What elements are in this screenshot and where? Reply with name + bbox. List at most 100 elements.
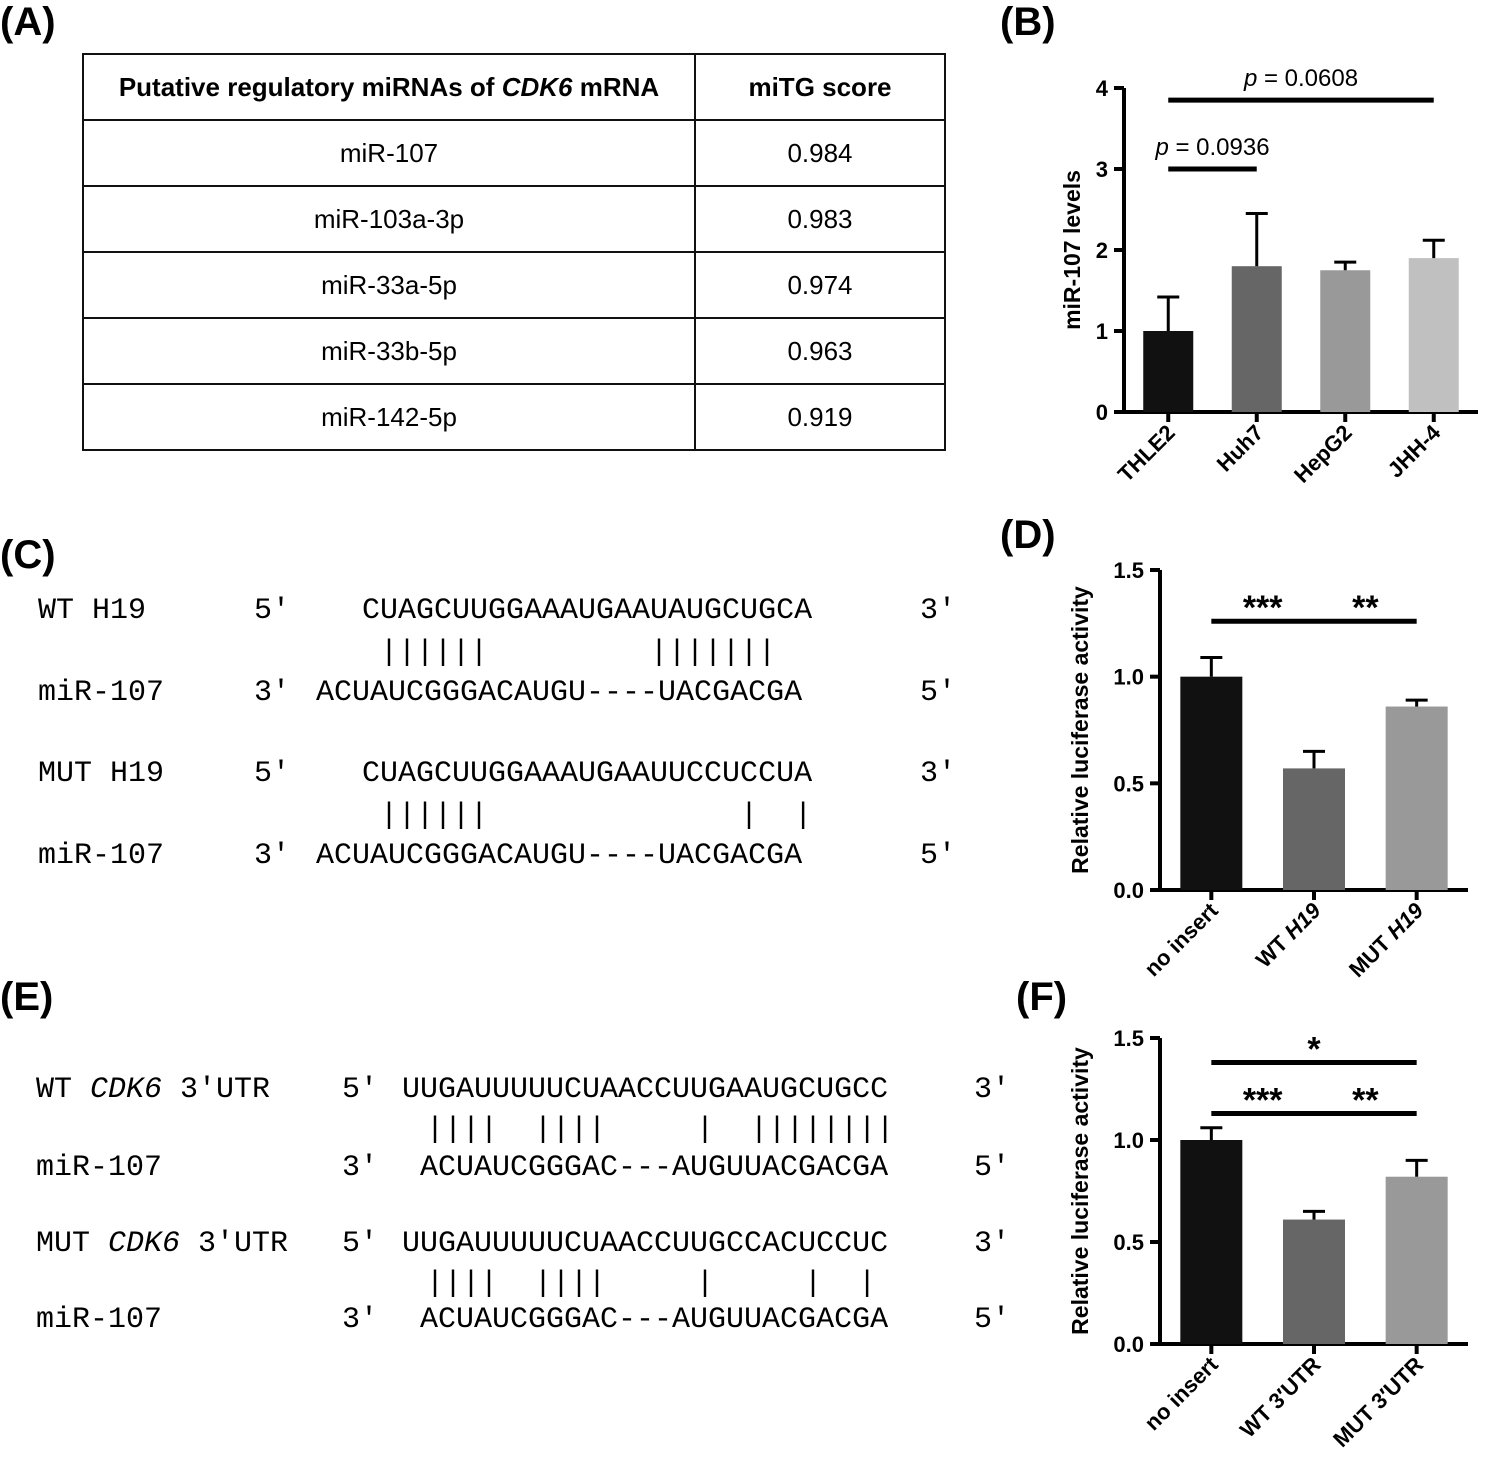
wt-h19-pairs: |||||| ||||||| [380,636,777,670]
mir107-end3: 3′ [254,839,291,873]
mir107-seq: ACUAUCGGGAC---AUGUUACGACGA [420,1303,889,1337]
y-axis-label: Relative luciferase activity [1067,586,1093,874]
score-cell: 0.984 [694,119,946,187]
wt-cdk6-seq: UUGAUUUUUCUAACCUUGAAUGCUGCC [402,1073,889,1107]
mut-cdk6-end3: 3′ [974,1227,1011,1261]
y-tick-label: 3 [1096,157,1108,182]
significance-stars: *** [1243,589,1283,627]
score-cell: 0.963 [694,317,946,385]
wt-cdk6-pairs: |||| |||| | |||||||| [426,1113,895,1147]
mir107-end5: 5′ [974,1151,1011,1185]
y-tick-label: 0.5 [1113,1230,1144,1255]
chart-f-cdk6-luciferase: 0.0 0.5 1.0 1.5 Relative luciferase activity… [1067,1026,1468,1452]
x-tick-label: THLE2 [1113,420,1180,487]
mir107-seq: ACUAUCGGGAC---AUGUUACGACGA [420,1151,889,1185]
mut-h19-end3: 3′ [920,757,957,791]
mut-h19-name: MUT H19 [38,757,165,791]
mir107-seq: ACUAUCGGGACAUGU----UACGACGA [316,676,803,710]
x-tick-label: no insert [1139,1351,1223,1435]
x-tick-label: Huh7 [1212,420,1269,477]
wt-h19-name: WT H19 [38,594,147,628]
table-row: miR-33b-5p 0.963 [82,317,946,385]
bar [1283,1219,1345,1344]
mut-cdk6-end5: 5′ [342,1227,379,1261]
table-row: miR-33a-5p 0.974 [82,251,946,319]
x-tick-label: MUT 3′UTR [1328,1352,1428,1452]
chart-d-h19-luciferase: 0.0 0.5 1.0 1.5 Relative luciferase activity… [1067,558,1468,982]
x-tick-label: HepG2 [1289,420,1357,488]
mir107-end5: 5′ [974,1303,1011,1337]
mut-h19-seq: CUAGCUUGGAAAUGAAUUCCUCCUA [362,757,813,791]
wt-h19-end3: 3′ [920,594,957,628]
p-value-label: p = 0.0936 [1154,134,1269,161]
table-row: miR-142-5p 0.919 [82,383,946,451]
header-mirnas: Putative regulatory miRNAs of CDK6 mRNA [82,53,696,121]
mir107-name: miR-107 [38,839,165,873]
mirna-cell: miR-142-5p [82,383,696,451]
bar [1385,706,1448,890]
mirna-cell: miR-107 [82,119,696,187]
mut-h19-end5: 5′ [254,757,291,791]
panel-label-e: (E) [0,975,54,1019]
y-tick-label: 0.0 [1113,1332,1144,1357]
significance-stars: ** [1352,589,1379,627]
table-row: miR-107 0.984 [82,119,946,187]
y-tick-label: 4 [1096,76,1109,101]
mir107-end3: 3′ [254,676,291,710]
x-tick-label: MUT H19 [1344,897,1429,982]
bar [1408,258,1459,412]
significance-stars: ** [1352,1081,1379,1119]
bar [1143,331,1194,412]
mir107-end5: 5′ [920,676,957,710]
table-header-row: Putative regulatory miRNAs of CDK6 mRNA … [82,53,946,121]
mut-cdk6-seq: UUGAUUUUUCUAACCUUGCCACUCCUC [402,1227,889,1261]
mir107-end3: 3′ [342,1303,379,1337]
mirna-cell: miR-33b-5p [82,317,696,385]
mirna-cell: miR-103a-3p [82,185,696,253]
wt-cdk6-name: WT CDK6 3′UTR [36,1073,271,1107]
p-value-label: p = 0.0608 [1243,65,1358,92]
mir107-end3: 3′ [342,1151,379,1185]
mirna-cell: miR-33a-5p [82,251,696,319]
bar [1180,676,1243,890]
mut-cdk6-name: MUT CDK6 3′UTR [36,1227,289,1261]
wt-h19-end5: 5′ [254,594,291,628]
wt-h19-seq: CUAGCUUGGAAAUGAAUAUGCUGCA [362,594,813,628]
y-tick-label: 1.0 [1113,665,1144,690]
x-tick-label: no insert [1139,897,1223,981]
mir107-name: miR-107 [38,676,165,710]
wt-cdk6-end5: 5′ [342,1073,379,1107]
header-mitg-score: miTG score [694,53,946,121]
y-tick-label: 1.5 [1113,1026,1144,1051]
panel-label-f: (F) [1016,975,1068,1019]
bar [1320,270,1371,412]
x-tick-label: WT H19 [1251,897,1326,972]
bar [1231,266,1282,412]
mir107-name: miR-107 [36,1303,163,1337]
y-tick-label: 1 [1096,319,1108,344]
bar [1180,1140,1243,1344]
bar [1385,1176,1448,1344]
score-cell: 0.919 [694,383,946,451]
y-axis-label: Relative luciferase activity [1067,1047,1093,1335]
bar [1283,768,1345,890]
mirna-score-table: Putative regulatory miRNAs of CDK6 mRNA … [82,53,946,451]
panel-label-c: (C) [0,533,56,577]
y-tick-label: 0.5 [1113,771,1144,796]
mir107-end5: 5′ [920,839,957,873]
mir107-seq: ACUAUCGGGACAUGU----UACGACGA [316,839,803,873]
panel-label-a: (A) [0,0,56,44]
x-tick-label: WT 3′UTR [1235,1352,1326,1443]
chart-b-mir107-levels: 0 1 2 3 4 miR-107 levels THLE2 Huh7 HepG2 JHH-4 p … [1059,65,1478,488]
score-cell: 0.983 [694,185,946,253]
table-row: miR-103a-3p 0.983 [82,185,946,253]
significance-stars: *** [1243,1081,1283,1119]
score-cell: 0.974 [694,251,946,319]
y-tick-label: 0.0 [1113,878,1144,903]
y-tick-label: 1.0 [1113,1128,1144,1153]
mut-h19-pairs: |||||| | | [380,799,813,833]
y-axis-label: miR-107 levels [1059,170,1085,330]
y-tick-label: 1.5 [1113,558,1144,583]
panel-label-b: (B) [1000,0,1056,44]
x-tick-label: JHH-4 [1383,419,1446,482]
